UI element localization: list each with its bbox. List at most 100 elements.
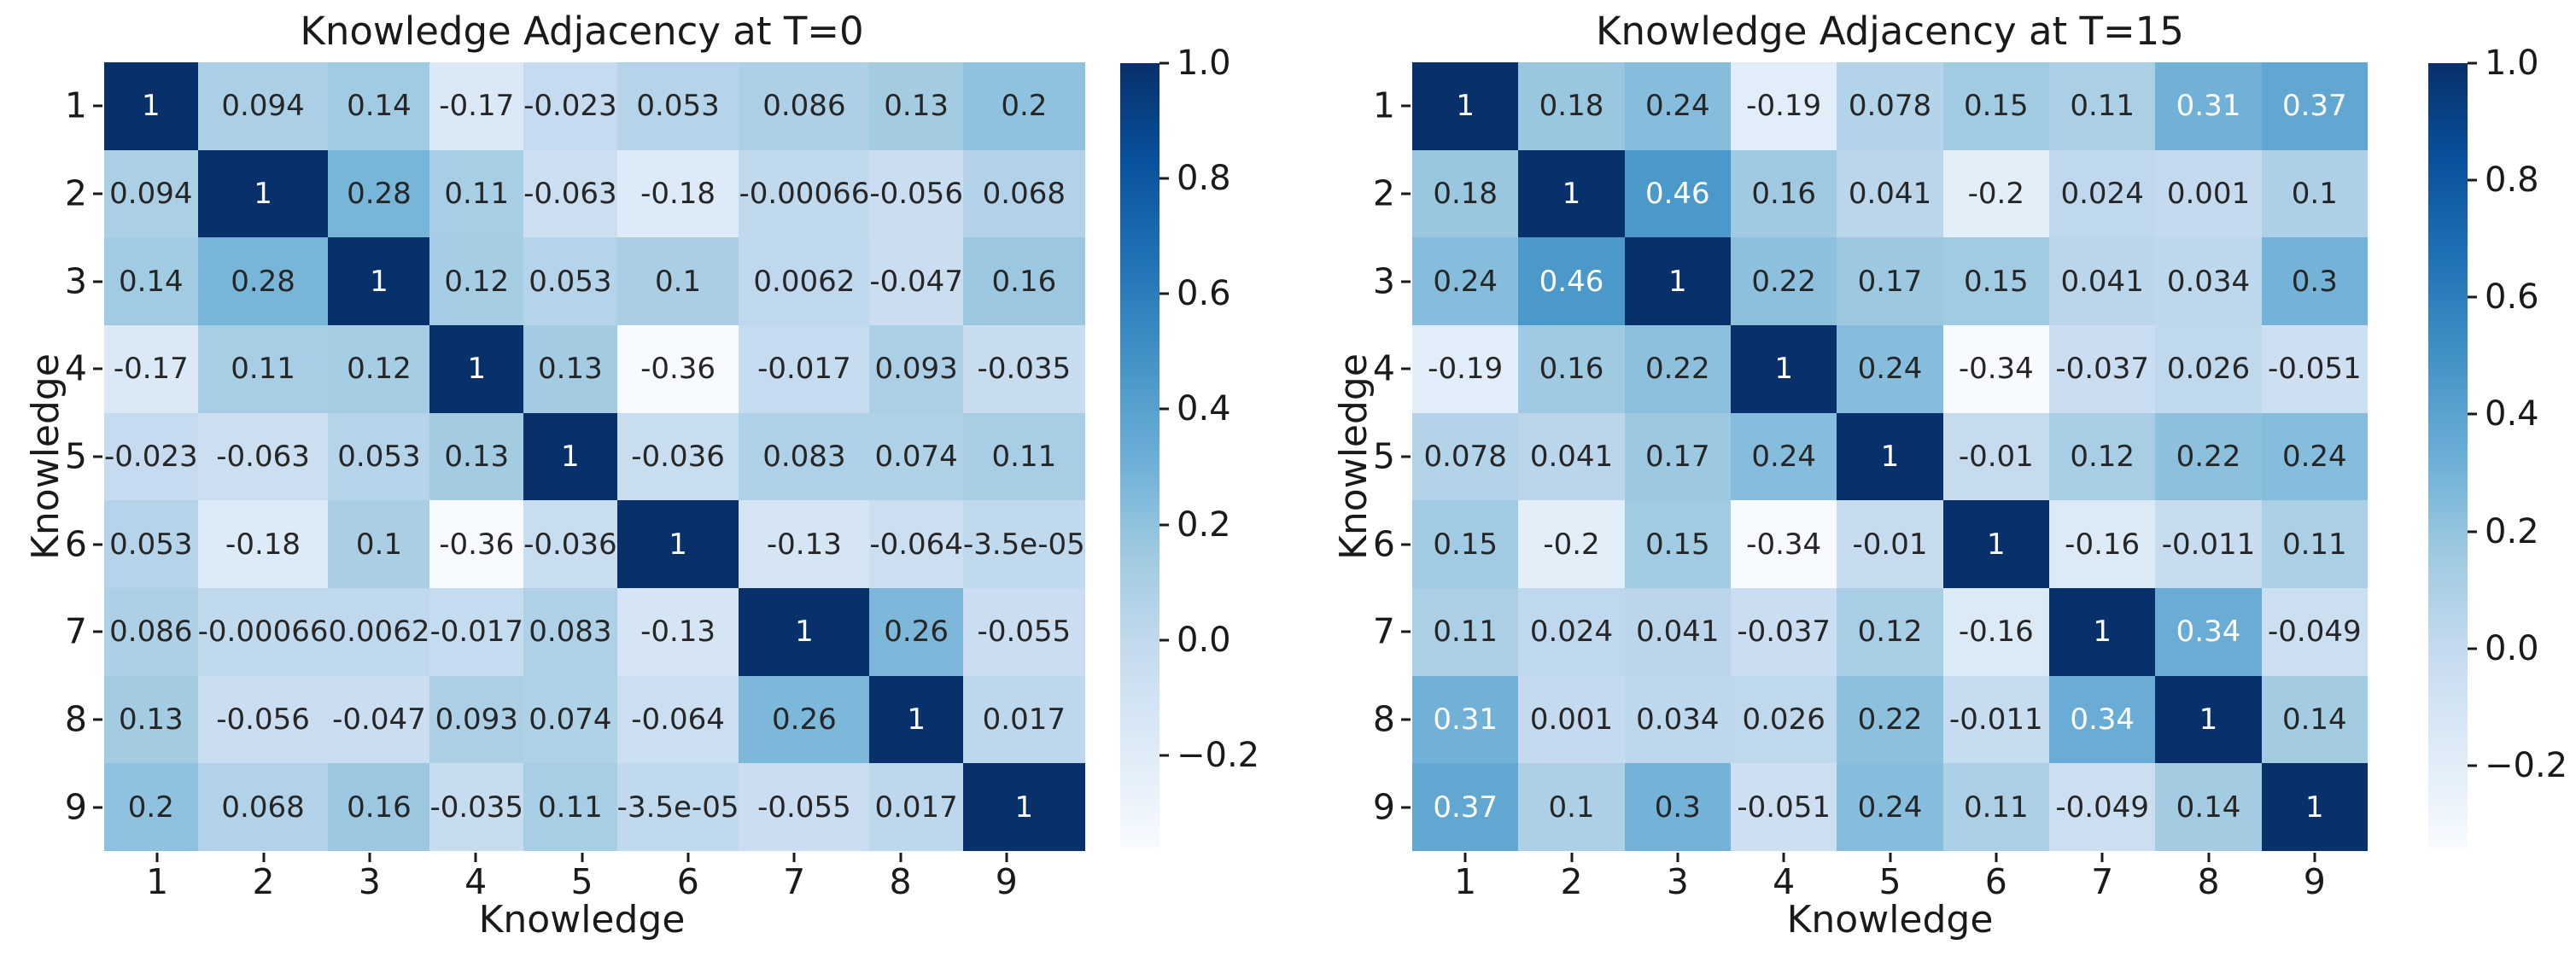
heatmap-cell: 0.16 bbox=[962, 237, 1085, 325]
colorbar-tick-label: 0.2 bbox=[1177, 504, 1231, 545]
heatmap-cell: 0.11 bbox=[429, 149, 524, 238]
heatmap-cell: 0.074 bbox=[523, 675, 617, 764]
heatmap-cell: -0.2 bbox=[1518, 500, 1625, 588]
heatmap-cell: 0.16 bbox=[1518, 324, 1625, 413]
heatmap-cell: -0.16 bbox=[1942, 587, 2049, 676]
heatmap-cell: 1 bbox=[104, 62, 198, 150]
heatmap-cell: -0.049 bbox=[2261, 587, 2368, 676]
heatmap-cell: -0.18 bbox=[616, 149, 739, 238]
colorbar-tick-label: 1.0 bbox=[1177, 44, 1231, 83]
heatmap-cell: 0.22 bbox=[1837, 675, 1943, 764]
heatmap-cell: 0.094 bbox=[197, 62, 329, 150]
heatmap-cell: -0.18 bbox=[197, 500, 329, 588]
x-tick-label: 7 bbox=[783, 861, 806, 902]
heatmap-cell: -0.036 bbox=[523, 500, 617, 588]
heatmap-cell: 0.26 bbox=[869, 587, 963, 676]
heatmap-cell: 0.17 bbox=[1837, 237, 1943, 325]
heatmap-cell: -0.051 bbox=[2261, 324, 2368, 413]
heatmap-cell: 0.12 bbox=[1837, 587, 1943, 676]
heatmap-cell: 0.0062 bbox=[328, 587, 430, 676]
x-tick-mark bbox=[581, 853, 583, 862]
heatmap-cell: 0.14 bbox=[328, 62, 430, 150]
heatmap-cell: 0.24 bbox=[1624, 62, 1731, 150]
heatmap-cell: 0.093 bbox=[869, 324, 963, 413]
heatmap-cell: 0.2 bbox=[104, 763, 198, 851]
y-tick-label: 3 bbox=[1372, 260, 1395, 302]
heatmap-cell: -0.36 bbox=[616, 324, 739, 413]
y-tick-label: 2 bbox=[64, 172, 87, 214]
heatmap-cell: 1 bbox=[1837, 412, 1943, 501]
heatmap-cell: 0.24 bbox=[1731, 412, 1837, 501]
heatmap-cell: 0.34 bbox=[2155, 587, 2262, 676]
y-tick-label: 2 bbox=[1372, 172, 1395, 214]
y-tick-mark bbox=[93, 718, 102, 721]
y-tick-label: 6 bbox=[64, 523, 87, 565]
heatmap-cell: -0.064 bbox=[869, 500, 963, 588]
heatmap-cell: -3.5e-05 bbox=[962, 500, 1085, 588]
x-tick-label: 4 bbox=[1773, 861, 1796, 902]
heatmap-cell: 0.46 bbox=[1518, 237, 1625, 325]
y-tick-label: 4 bbox=[1372, 347, 1395, 389]
y-tick-label: 8 bbox=[1372, 698, 1395, 740]
heatmap-cell: 0.31 bbox=[2155, 62, 2262, 150]
heatmap-cell: 0.12 bbox=[2049, 412, 2156, 501]
heatmap-cell: 1 bbox=[1942, 500, 2049, 588]
heatmap-cell: 0.24 bbox=[1412, 237, 1519, 325]
chart-title: Knowledge Adjacency at T=15 bbox=[1596, 8, 2184, 54]
y-tick-mark bbox=[93, 630, 102, 633]
heatmap-cell: 0.28 bbox=[328, 149, 430, 238]
heatmap-cell: 0.13 bbox=[429, 412, 524, 501]
heatmap-cell: 0.086 bbox=[104, 587, 198, 676]
x-tick-label: 2 bbox=[252, 861, 275, 902]
x-tick-label: 9 bbox=[995, 861, 1018, 902]
y-tick-label: 7 bbox=[1372, 610, 1395, 652]
heatmap-cell: 0.068 bbox=[197, 763, 329, 851]
heatmap-cell: -0.017 bbox=[739, 324, 870, 413]
x-tick-label: 4 bbox=[464, 861, 488, 902]
heatmap-cell: 0.3 bbox=[2261, 237, 2368, 325]
heatmap-cell: 0.1 bbox=[1518, 763, 1625, 851]
heatmap-cell: 0.24 bbox=[2261, 412, 2368, 501]
heatmap-cell: 0.083 bbox=[523, 587, 617, 676]
heatmap-cell: 0.16 bbox=[328, 763, 430, 851]
heatmap-cell: 0.074 bbox=[869, 412, 963, 501]
heatmap-cell: -0.063 bbox=[523, 149, 617, 238]
heatmap-cell: -0.036 bbox=[616, 412, 739, 501]
colorbar-tick-label: 0.4 bbox=[2485, 394, 2539, 434]
colorbar-tick-label: 0.6 bbox=[2485, 277, 2539, 318]
heatmap-cell: 0.11 bbox=[2261, 500, 2368, 588]
heatmap-cell: 1 bbox=[1518, 149, 1625, 238]
colorbar-tick-mark bbox=[1159, 407, 1169, 411]
y-tick-mark bbox=[1401, 806, 1411, 809]
x-tick-label: 5 bbox=[570, 861, 593, 902]
colorbar-tick-label: 0.8 bbox=[1177, 159, 1231, 199]
heatmap-cell: 0.22 bbox=[2155, 412, 2262, 501]
x-tick-mark bbox=[1782, 853, 1785, 862]
heatmap-cell: 0.11 bbox=[523, 763, 617, 851]
heatmap-cell: -0.011 bbox=[1942, 675, 2049, 764]
y-tick-mark bbox=[93, 455, 102, 458]
heatmap-cell: 1 bbox=[523, 412, 617, 501]
heatmap-cell: -3.5e-05 bbox=[616, 763, 739, 851]
y-tick-mark bbox=[1401, 543, 1411, 546]
x-tick-label: 6 bbox=[676, 861, 699, 902]
heatmap-cell: 0.053 bbox=[104, 500, 198, 588]
y-tick-label: 1 bbox=[1372, 85, 1395, 126]
heatmap-cell: 0.13 bbox=[523, 324, 617, 413]
colorbar-tick-mark bbox=[2468, 412, 2477, 416]
heatmap-cell: 0.078 bbox=[1412, 412, 1519, 501]
heatmap-cell: 0.0062 bbox=[739, 237, 870, 325]
y-tick-label: 4 bbox=[64, 347, 87, 389]
heatmap-cell: -0.19 bbox=[1731, 62, 1837, 150]
heatmap-cell: 1 bbox=[2155, 675, 2262, 764]
colorbar-gradient bbox=[2428, 63, 2468, 848]
heatmap-cell: -0.011 bbox=[2155, 500, 2262, 588]
heatmap-cell: -0.023 bbox=[104, 412, 198, 501]
heatmap-cell: -0.063 bbox=[197, 412, 329, 501]
colorbar-tick-label: 0.6 bbox=[1177, 274, 1231, 314]
heatmap-cell: 1 bbox=[2049, 587, 2156, 676]
heatmap-cell: 0.46 bbox=[1624, 149, 1731, 238]
heatmap-cell: -0.056 bbox=[869, 149, 963, 238]
x-tick-mark bbox=[155, 853, 159, 862]
heatmap-cell: -0.035 bbox=[429, 763, 524, 851]
